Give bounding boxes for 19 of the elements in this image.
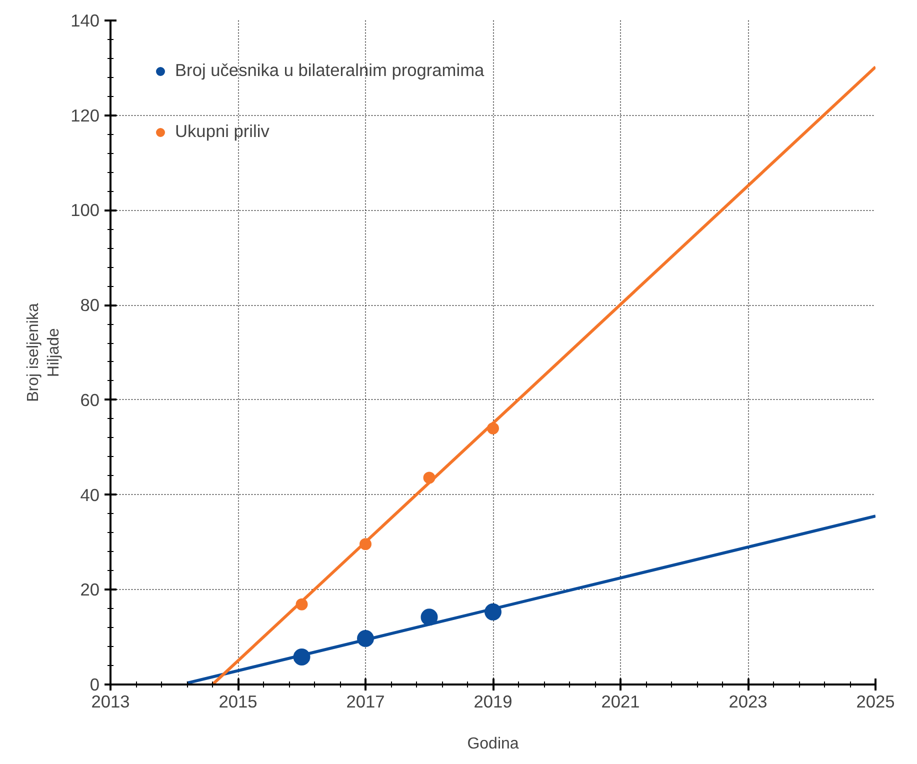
x-tick-label: 2015	[218, 692, 258, 712]
x-axis-title: Godina	[467, 736, 519, 752]
x-tick-label: 2017	[346, 692, 385, 712]
x-tick-label: 2013	[91, 692, 130, 712]
y-tick-label: 60	[80, 390, 100, 410]
y-tick-label: 20	[80, 580, 100, 600]
y-axis-title: Broj iseljenika Hiljade	[25, 303, 63, 402]
y-tick-label: 100	[70, 200, 100, 220]
legend-label: Ukupni priliv	[175, 121, 270, 142]
y-tick-label: 140	[70, 10, 100, 30]
y-tick-label: 80	[80, 295, 100, 316]
x-tick-label: 2025	[856, 692, 895, 712]
y-tick-label: 120	[70, 105, 100, 126]
y-tick-label: 40	[80, 484, 100, 505]
x-tick-label: 2019	[474, 692, 512, 712]
x-tick-label: 2023	[728, 692, 768, 712]
y-tick-label: 0	[90, 674, 100, 694]
x-tick-label: 2021	[601, 692, 640, 712]
legend-label: Broj učesnika u bilateralnim programima	[175, 60, 484, 81]
